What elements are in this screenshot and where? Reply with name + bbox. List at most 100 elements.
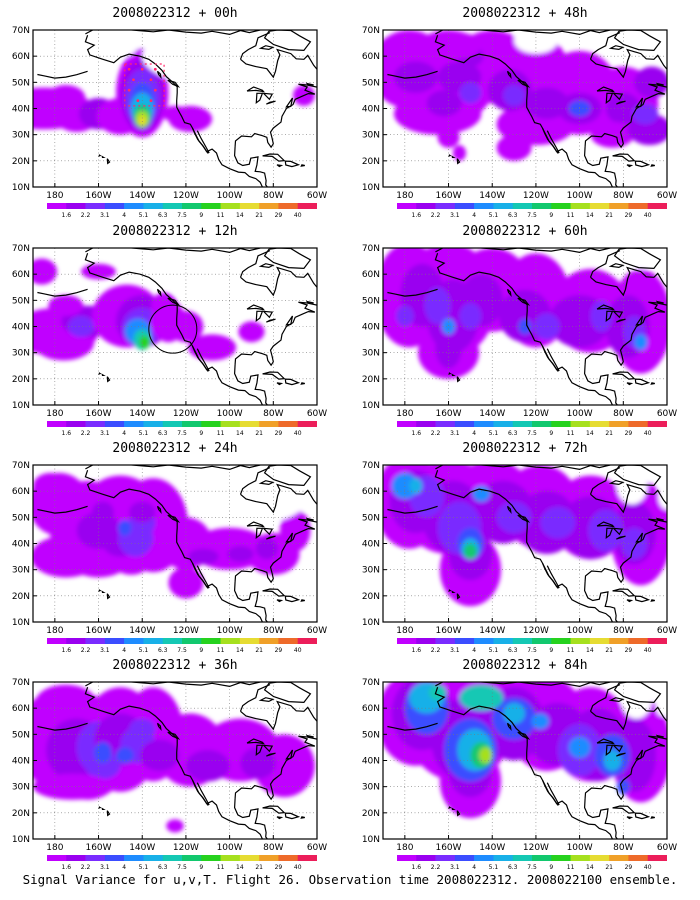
lon-label: 180	[46, 626, 63, 636]
coastline	[276, 599, 284, 603]
variance-contour	[185, 750, 230, 782]
coastline	[266, 100, 276, 105]
lat-label: 20N	[362, 157, 380, 167]
coastline	[234, 527, 315, 584]
lon-label: 160W	[435, 843, 461, 853]
lat-label: 10N	[12, 618, 30, 628]
coastline	[101, 807, 106, 810]
colorbar-label: 4	[472, 864, 476, 871]
lat-label: 20N	[12, 592, 30, 602]
coastline	[451, 590, 456, 593]
colorbar-swatch	[143, 203, 164, 209]
colorbar-label: 40	[294, 864, 302, 871]
coastline	[262, 588, 286, 597]
lon-label: 80W	[613, 191, 633, 201]
coastline	[434, 470, 613, 622]
colorbar-swatch	[435, 203, 456, 209]
lat-label: 10N	[362, 401, 380, 411]
coastline	[285, 315, 294, 326]
coastline	[285, 97, 294, 108]
variance-contour	[496, 501, 532, 534]
variance-contour	[129, 718, 156, 740]
colorbar-label: 7.5	[527, 430, 537, 437]
coastline	[261, 310, 274, 319]
colorbar-swatch	[647, 638, 667, 644]
variance-contour	[459, 302, 482, 330]
colorbar-label: 5.1	[139, 212, 149, 219]
colorbar-label: 21	[255, 864, 263, 871]
colorbar-swatch	[435, 421, 456, 427]
coastline	[655, 82, 664, 86]
colorbar-swatch	[416, 855, 436, 861]
colorbar-swatch	[628, 421, 649, 427]
colorbar-swatch	[220, 638, 241, 644]
colorbar: 1.6 2.2 3.1 4 5.1 6.3 7.5 9 11 14 21 29 40	[47, 855, 317, 871]
coastline	[608, 45, 625, 51]
colorbar-label: 14	[236, 864, 244, 871]
colorbar-swatch	[512, 421, 533, 427]
colorbar-swatch	[532, 421, 552, 427]
coastline	[263, 248, 312, 270]
lat-label: 60N	[362, 487, 380, 497]
variance-contour	[35, 684, 97, 722]
colorbar-swatch	[397, 421, 417, 427]
coastline	[191, 345, 210, 372]
colorbar-label: 4	[472, 647, 476, 654]
colorbar-label: 21	[605, 212, 613, 219]
variance-contour	[590, 300, 613, 332]
lon-label: 100W	[217, 409, 243, 419]
colorbar-swatch	[551, 638, 571, 644]
variance-contour	[533, 313, 560, 340]
colorbar-label: 1.6	[412, 647, 422, 654]
colorbar-swatch	[85, 855, 106, 861]
coastline	[234, 744, 315, 801]
lat-label: 70N	[362, 244, 380, 254]
lon-label: 120W	[173, 409, 199, 419]
variance-contour	[424, 287, 451, 324]
lat-label: 50N	[12, 296, 30, 306]
coastline	[435, 30, 611, 36]
variance-contour	[518, 318, 532, 335]
figure-caption: Signal Variance for u,v,T. Flight 26. Ob…	[22, 872, 678, 887]
variance-contour	[91, 501, 114, 523]
coastline	[167, 79, 181, 88]
coastline	[98, 372, 102, 375]
variance-contour	[503, 84, 525, 106]
lat-label: 60N	[12, 52, 30, 62]
colorbar-label: 5.1	[139, 864, 149, 871]
colorbar-swatch	[259, 638, 279, 644]
lon-label: 80W	[613, 409, 633, 419]
variance-contour	[240, 747, 276, 779]
lat-label: 30N	[362, 566, 380, 576]
coastline	[284, 378, 301, 386]
colorbar-swatch	[589, 203, 610, 209]
colorbar-swatch	[532, 638, 552, 644]
colorbar-swatch	[66, 638, 86, 644]
coastline	[596, 86, 615, 93]
variance-contour	[472, 485, 491, 502]
variance-contour	[459, 684, 504, 711]
coastline	[167, 297, 181, 306]
lat-label: 40N	[12, 323, 30, 333]
coastline	[316, 307, 317, 309]
panel-title: 2008022312 + 72h	[462, 441, 588, 456]
coastline	[240, 483, 317, 530]
colorbar-label: 11	[567, 212, 575, 219]
lat-label: 10N	[362, 618, 380, 628]
lon-label: 140W	[479, 409, 505, 419]
coastline	[605, 310, 614, 322]
lat-label: 60N	[12, 704, 30, 714]
coastline	[605, 527, 614, 539]
colorbar: 1.6 2.2 3.1 4 5.1 6.3 7.5 9 11 14 21 29 40	[397, 855, 667, 871]
low-variance-area	[264, 682, 317, 724]
coastline	[276, 382, 284, 386]
colorbar-swatch	[532, 855, 552, 861]
lon-label: 60W	[657, 843, 677, 853]
coastline	[655, 300, 664, 304]
colorbar-label: 1.6	[412, 212, 422, 219]
coastline	[584, 744, 665, 801]
coastline	[387, 505, 438, 514]
lat-label: 70N	[362, 26, 380, 36]
coastline	[239, 250, 271, 278]
coastline	[261, 527, 274, 536]
